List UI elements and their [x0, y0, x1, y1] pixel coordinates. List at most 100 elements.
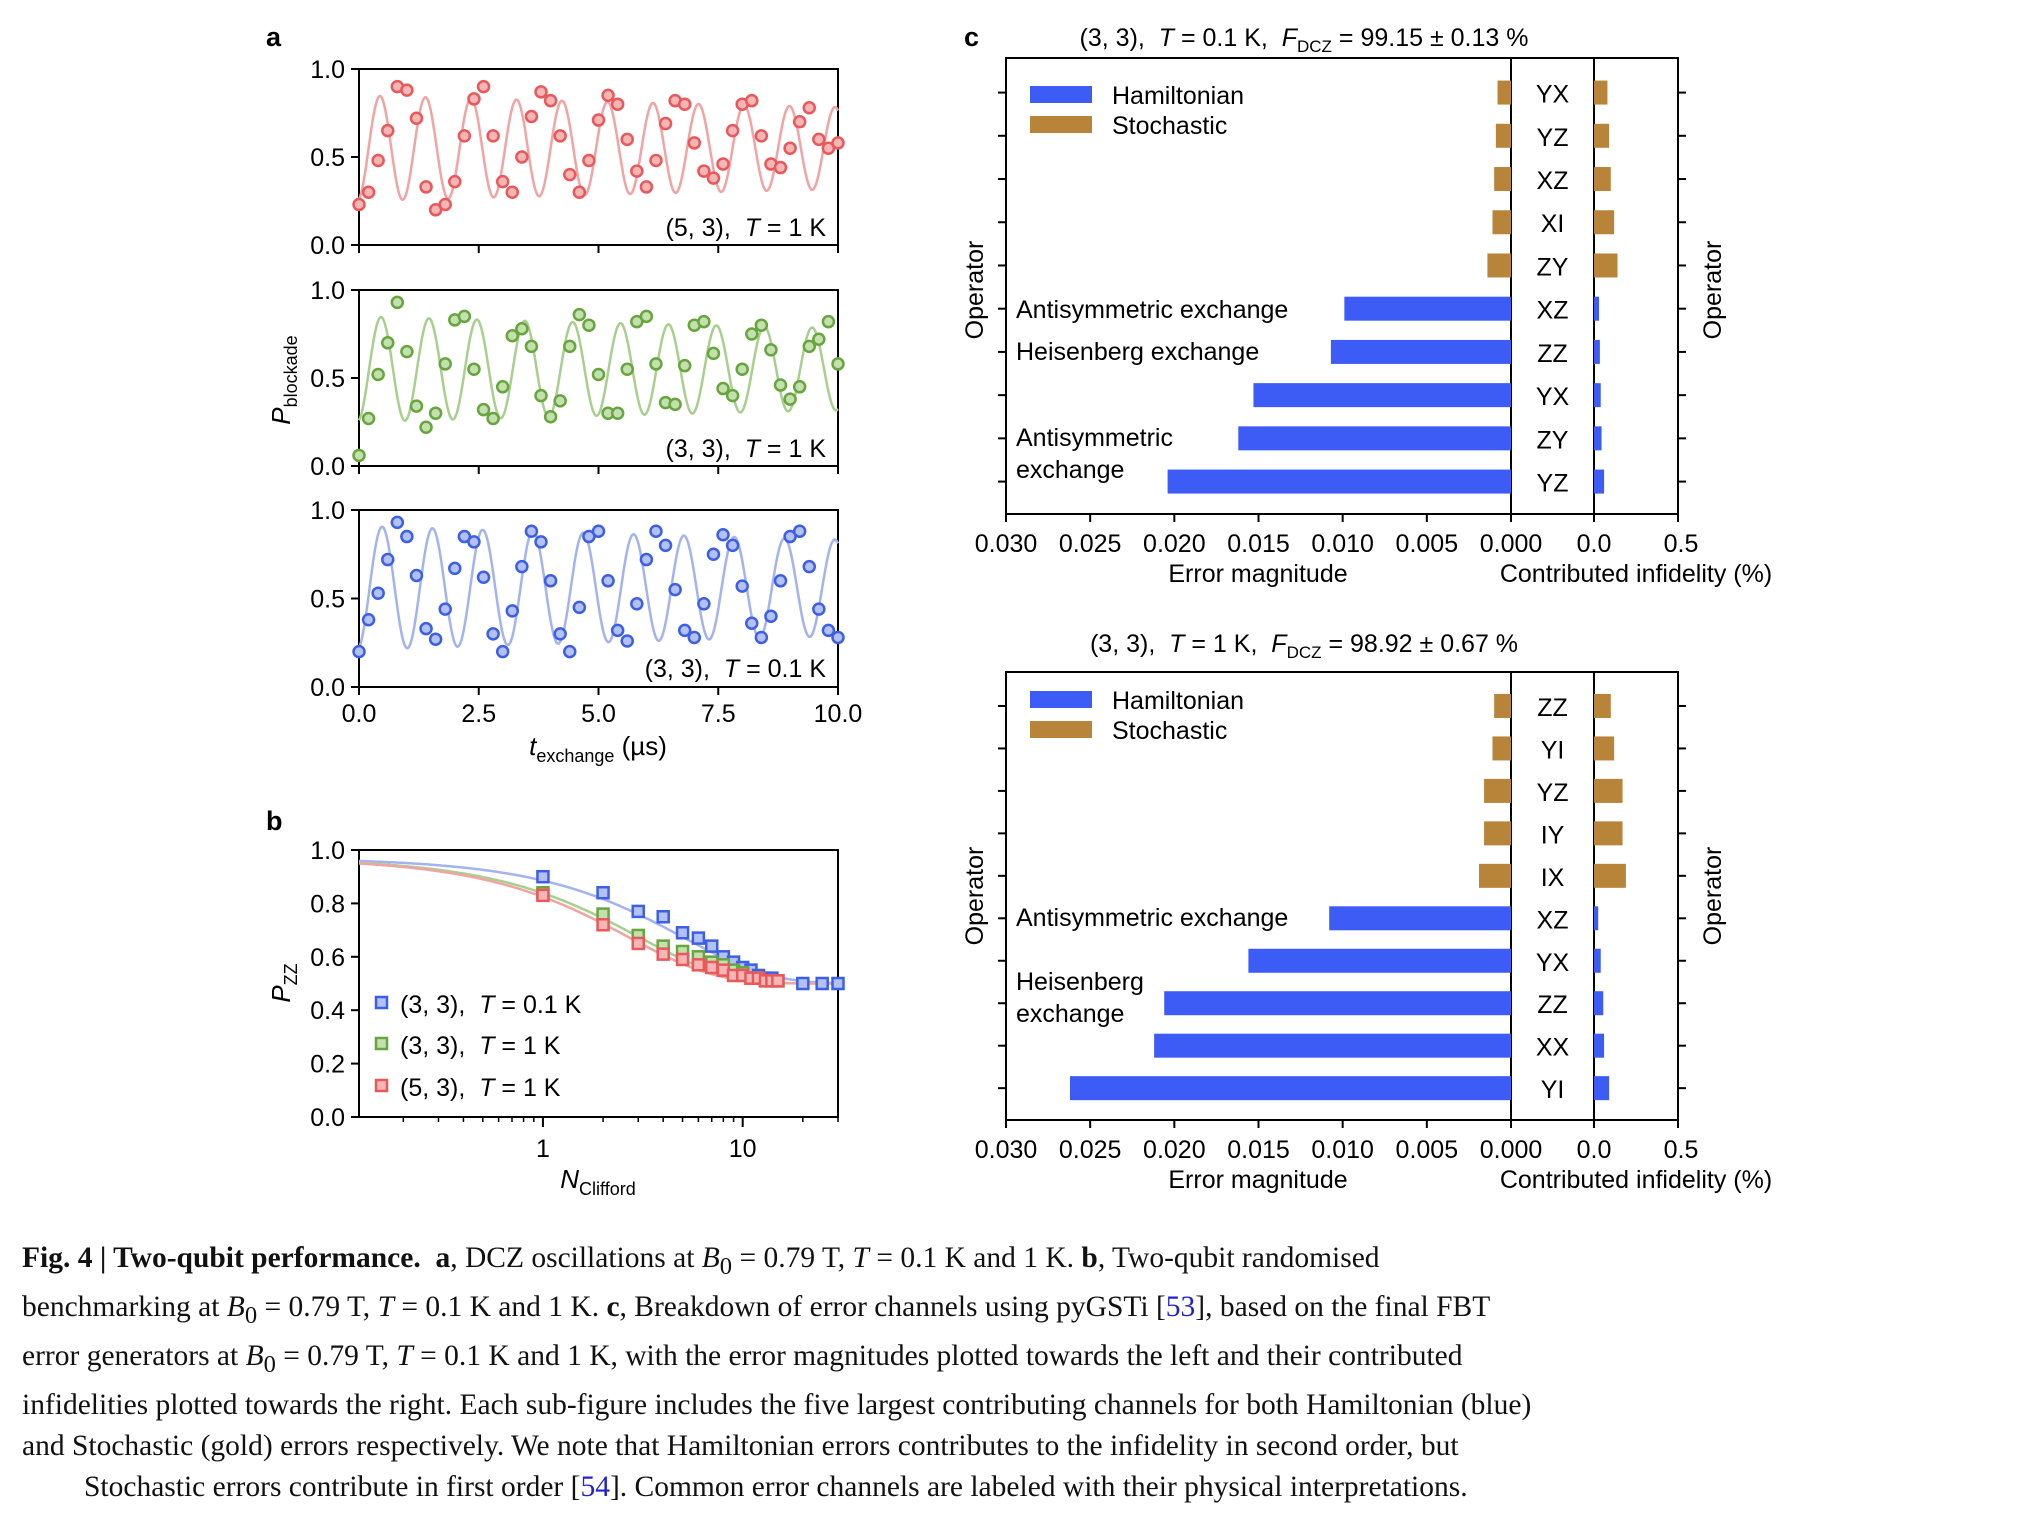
stochastic-bar	[1484, 821, 1511, 846]
data-point	[438, 357, 452, 371]
stochastic-bar	[1492, 210, 1511, 235]
data-point	[783, 141, 797, 155]
panel-a-points	[352, 79, 845, 659]
x-tick-label: 0.010	[1311, 1136, 1374, 1164]
data-point	[754, 318, 769, 332]
data-point	[448, 561, 462, 576]
legend-swatch-hamiltonian	[1030, 691, 1092, 708]
panel-b-x-label: NClifford	[560, 1164, 635, 1199]
data-point	[687, 630, 702, 645]
y-tick-label: 0.5	[310, 586, 345, 614]
data-point	[495, 644, 510, 659]
panel-c-bottom-legend: Hamiltonian Stochastic	[1030, 687, 1244, 745]
y-tick-label: 0.5	[310, 144, 345, 172]
figure-caption: Fig. 4 | Two-qubit performance. a, DCZ o…	[22, 1238, 2022, 1508]
operator-label: XX	[1536, 1034, 1570, 1062]
hamiltonian-bar	[1329, 906, 1511, 931]
operator-label: XZ	[1537, 167, 1569, 195]
x-tick-label: 7.5	[701, 700, 736, 728]
operator-label: YZ	[1537, 470, 1569, 498]
reference-53[interactable]: 53	[1165, 1290, 1196, 1323]
annotation-heisenberg-line2: exchange	[1016, 1000, 1124, 1028]
hamiltonian-infidelity-bar	[1594, 469, 1605, 494]
data-point	[515, 150, 529, 164]
data-point	[515, 321, 529, 336]
hamiltonian-infidelity-bar	[1594, 948, 1601, 973]
panel-c-error-breakdown: (3, 3), T = 0.1 K, FDCZ = 99.15 ± 0.13 %…	[961, 24, 1772, 1194]
legend-swatch-stochastic	[1030, 721, 1092, 738]
annotation-antisymmetric-line2: exchange	[1016, 456, 1124, 484]
panel-label-b: b	[266, 806, 283, 836]
data-point	[361, 185, 376, 199]
hamiltonian-bar	[1330, 339, 1511, 364]
caption-line-6: Stochastic errors contribute in first or…	[84, 1470, 1468, 1503]
data-point	[716, 157, 730, 171]
reference-54[interactable]: 54	[580, 1470, 610, 1503]
stochastic-infidelity-bar	[1594, 821, 1623, 846]
x-tick-label: 0.015	[1227, 1136, 1290, 1164]
data-point	[802, 559, 817, 574]
data-point	[716, 528, 730, 542]
data-point	[515, 559, 529, 574]
y-tick-label: 0.2	[310, 1051, 345, 1079]
data-point	[745, 93, 759, 108]
annotation-antisymmetric-exchange-1: Antisymmetric exchange	[1016, 296, 1288, 324]
data-point	[495, 380, 510, 394]
stochastic-bar	[1479, 863, 1511, 888]
data-point	[553, 394, 567, 408]
data-point	[467, 362, 481, 376]
data-point	[448, 174, 462, 189]
hamiltonian-infidelity-bar	[1594, 383, 1601, 408]
y-tick-label: 1.0	[310, 837, 345, 865]
data-point	[677, 97, 692, 111]
panel-c-bottom-y-label-right: Operator	[1699, 847, 1727, 946]
data-point	[649, 524, 663, 538]
data-point	[705, 960, 719, 975]
operator-label: ZZ	[1537, 340, 1568, 368]
stochastic-infidelity-bar	[1594, 778, 1623, 803]
panel-c-top-ticks: 0.030 0.025 0.020 0.015 0.010 0.005 0.000 0.0 0.…	[975, 91, 1698, 558]
stochastic-bar	[1497, 80, 1511, 105]
data-point	[536, 869, 550, 884]
data-point	[534, 535, 548, 549]
data-point	[831, 976, 845, 991]
data-point	[371, 586, 385, 600]
panel-b-randomised-benchmarking: 0.0 0.2 0.4 0.6 0.8 1.0 1 10 (3, 3), T = 0.1 K …	[266, 837, 845, 1199]
data-point	[773, 378, 788, 392]
data-point	[631, 936, 645, 951]
x-tick-label: 0.025	[1059, 530, 1122, 558]
panel-c-top-x-label-left: Error magnitude	[1168, 560, 1347, 588]
legend-label-blue: (3, 3), T = 0.1 K	[400, 991, 582, 1019]
panel-a-y-label: Pblockade	[266, 335, 301, 424]
data-point	[428, 632, 443, 646]
legend-label-hamiltonian: Hamiltonian	[1112, 82, 1244, 110]
x-tick-label: 0.015	[1227, 530, 1290, 558]
data-point	[596, 885, 610, 900]
data-point	[572, 307, 587, 322]
stochastic-infidelity-bar	[1594, 863, 1626, 888]
panel-a-x-label: texchange (µs)	[529, 731, 667, 766]
x-tick-label: 0.5	[1664, 1136, 1699, 1164]
operator-label: IX	[1541, 864, 1565, 892]
hamiltonian-bar	[1238, 426, 1511, 451]
data-point	[796, 976, 810, 991]
data-point	[534, 388, 548, 403]
data-point	[563, 167, 577, 182]
data-point	[691, 931, 706, 945]
data-point	[668, 582, 682, 597]
data-point	[815, 976, 829, 991]
data-point	[524, 524, 539, 538]
data-point	[601, 574, 615, 588]
data-point	[802, 339, 817, 354]
panel-c-top-x-label-right: Contributed infidelity (%)	[1500, 560, 1772, 588]
data-point	[457, 309, 472, 324]
data-point	[390, 515, 405, 530]
caption-line-2: benchmarking at B0 = 0.79 T, T = 0.1 K a…	[22, 1290, 1491, 1329]
data-point	[735, 579, 749, 593]
panel-a-ticks: 0.0 0.5 1.0 0.0 0.5 1.0 0.0 0.5 1.0 0.0 2.5 5.0 7.5 1…	[310, 56, 862, 728]
data-point	[543, 93, 558, 108]
data-point	[596, 907, 610, 921]
annotation-antisymmetric-line1: Antisymmetric	[1016, 424, 1173, 452]
x-tick-label: 1	[536, 1135, 550, 1163]
y-tick-label: 0.0	[310, 453, 345, 481]
